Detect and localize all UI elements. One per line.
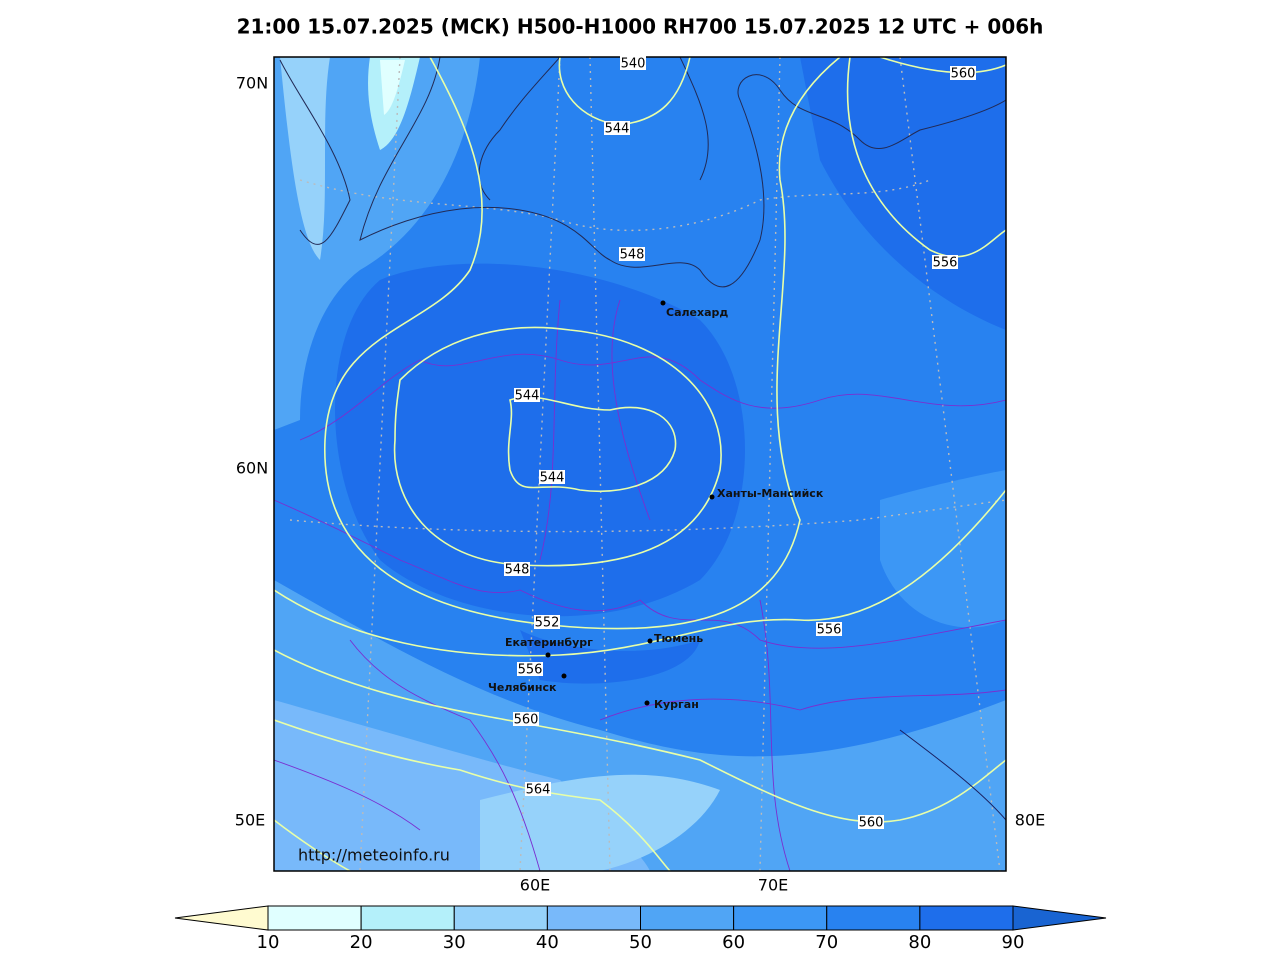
colorbar-tick-label: 50 [629, 932, 652, 953]
city-name: Курган [654, 698, 699, 711]
colorbar-segment [453, 905, 548, 931]
city-dot [647, 638, 653, 644]
title: 21:00 15.07.2025 (МСК) H500-H1000 RH700 … [237, 15, 1044, 39]
contour-label-box [517, 662, 543, 676]
colorbar-segment [733, 905, 828, 931]
colorbar-tick-label: 70 [815, 932, 838, 953]
colorbar-tick-label: 30 [443, 932, 466, 953]
contour-label: 544 [539, 470, 565, 486]
contour-label-box [514, 388, 540, 402]
contour-label-text: 556 [933, 256, 958, 271]
contour-label-box [534, 615, 560, 629]
contour-label: 560 [950, 66, 976, 82]
colorbar-segment [640, 905, 735, 931]
colorbar-tick-label: 60 [722, 932, 745, 953]
colorbar-segment [360, 905, 455, 931]
city-dot [561, 673, 567, 679]
contour-label: 540 [620, 56, 646, 72]
grid-label: 80E [1015, 811, 1045, 830]
colorbar-segment [919, 905, 1014, 931]
city-dot [644, 700, 650, 706]
contour-label: 556 [517, 662, 543, 678]
contour-label-box [858, 815, 884, 829]
city-name: Тюмень [654, 632, 703, 645]
city-dot [709, 494, 715, 500]
contour-label-box [950, 66, 976, 80]
contour-label-text: 544 [605, 122, 630, 137]
contour-label-text: 552 [535, 616, 560, 631]
city-name: Челябинск [488, 681, 557, 694]
contour-label-text: 556 [518, 663, 543, 678]
colorbar-tick-label: 10 [257, 932, 280, 953]
contour-label-box [525, 782, 551, 796]
contour-label: 556 [816, 622, 842, 638]
contour-label: 564 [525, 782, 551, 798]
contour-label: 548 [504, 562, 530, 578]
contour-label-text: 548 [505, 563, 530, 578]
grid-label: 60N [236, 459, 268, 478]
contour-label-text: 548 [620, 248, 645, 263]
contour-label-box [513, 712, 539, 726]
contour-label-text: 560 [859, 816, 884, 831]
contour-label: 544 [514, 388, 540, 404]
contour-label-text: 544 [515, 389, 540, 404]
grid-label: 70E [758, 876, 788, 895]
colorbar-under [174, 905, 269, 931]
colorbar-tick-label: 20 [350, 932, 373, 953]
colorbar-segment [546, 905, 641, 931]
city-dot [545, 652, 551, 658]
colorbar-segment [826, 905, 921, 931]
colorbar-segment [267, 905, 362, 931]
contour-label: 548 [619, 247, 645, 263]
city-dot [660, 300, 666, 306]
contour-label: 556 [932, 255, 958, 271]
city-name: Ханты-Мансийск [717, 487, 824, 500]
grid-label: 60E [520, 876, 550, 895]
contour-label-box [539, 470, 565, 484]
colorbar-tick-label: 90 [1002, 932, 1025, 953]
contour-label: 544 [604, 121, 630, 137]
contour-label-box [619, 247, 645, 261]
contour-label-text: 560 [514, 713, 539, 728]
contour-label-text: 560 [951, 67, 976, 82]
grid-label: 50E [235, 811, 265, 830]
credit: http://meteoinfo.ru [298, 846, 450, 865]
contour-label-box [816, 622, 842, 636]
contour-label: 560 [858, 815, 884, 831]
contour-label-box [504, 562, 530, 576]
contour-label-box [620, 56, 646, 70]
city-name: Салехард [666, 306, 728, 319]
contour-label-text: 556 [817, 623, 842, 638]
contour-label-box [932, 255, 958, 269]
colorbar-tick-label: 40 [536, 932, 559, 953]
contour-label-text: 544 [540, 471, 565, 486]
contour-label: 552 [534, 615, 560, 631]
colorbar-over [1012, 905, 1107, 931]
city-name: Екатеринбург [505, 636, 593, 649]
colorbar-tick-label: 80 [908, 932, 931, 953]
contour-label: 560 [513, 712, 539, 728]
grid-label: 70N [236, 74, 268, 93]
contour-label-box [604, 121, 630, 135]
contour-label-text: 564 [526, 783, 551, 798]
map [274, 57, 1006, 871]
contour-label-text: 540 [621, 57, 646, 72]
